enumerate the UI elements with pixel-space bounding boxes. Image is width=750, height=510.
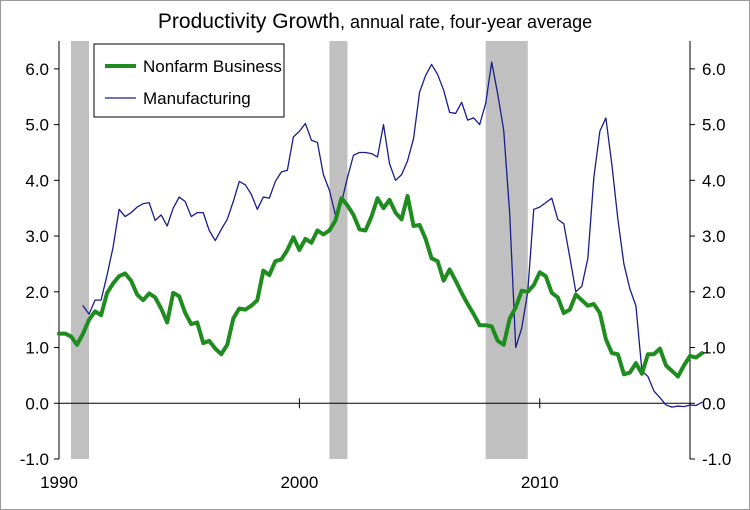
y-tick-label-left: 6.0: [25, 60, 49, 79]
y-tick-label-right: 3.0: [702, 227, 726, 246]
y-tick-label-right: 4.0: [702, 171, 726, 190]
y-tick-label-right: -1.0: [702, 450, 731, 469]
y-tick-label-left: 0.0: [25, 394, 49, 413]
x-tick-label: 2010: [521, 473, 559, 492]
y-tick-label-right: 0.0: [702, 394, 726, 413]
recession-band-1: [329, 41, 348, 459]
legend: Nonfarm Business Manufacturing: [93, 43, 285, 118]
y-tick-label-right: 5.0: [702, 116, 726, 135]
recession-band-2: [485, 41, 528, 459]
legend-box: [93, 43, 285, 118]
recession-band-0: [71, 41, 90, 459]
legend-label-nonfarm: Nonfarm Business: [143, 57, 282, 76]
y-tick-label-left: 5.0: [25, 116, 49, 135]
y-tick-label-left: -1.0: [20, 450, 49, 469]
y-tick-label-right: 6.0: [702, 60, 726, 79]
y-tick-label-left: 4.0: [25, 171, 49, 190]
x-tick-label: 1990: [40, 473, 78, 492]
axes: [54, 41, 695, 460]
y-tick-label-left: 2.0: [25, 283, 49, 302]
series-line-manufacturing: [82, 61, 703, 408]
recession-bands: [71, 41, 528, 459]
series-line-nonfarm-business: [57, 193, 705, 379]
chart-title-sub: , annual rate, four-year average: [340, 12, 592, 32]
series-lines: [57, 61, 705, 408]
chart-title-main: Productivity Growth: [158, 10, 340, 33]
y-tick-label-left: 3.0: [25, 227, 49, 246]
y-tick-label-left: 1.0: [25, 339, 49, 358]
y-tick-label-right: 1.0: [702, 339, 726, 358]
y-tick-label-right: 2.0: [702, 283, 726, 302]
legend-label-manufacturing: Manufacturing: [143, 89, 251, 108]
x-tick-label: 2000: [280, 473, 318, 492]
tick-labels: -1.0 -1.0 0.0 0.0 1.0 1.0 2.0 2.0 3.0 3.0 4.0 4.0 5.…: [20, 60, 732, 492]
chart-title: Productivity Growth, annual rate, four-y…: [158, 10, 592, 33]
